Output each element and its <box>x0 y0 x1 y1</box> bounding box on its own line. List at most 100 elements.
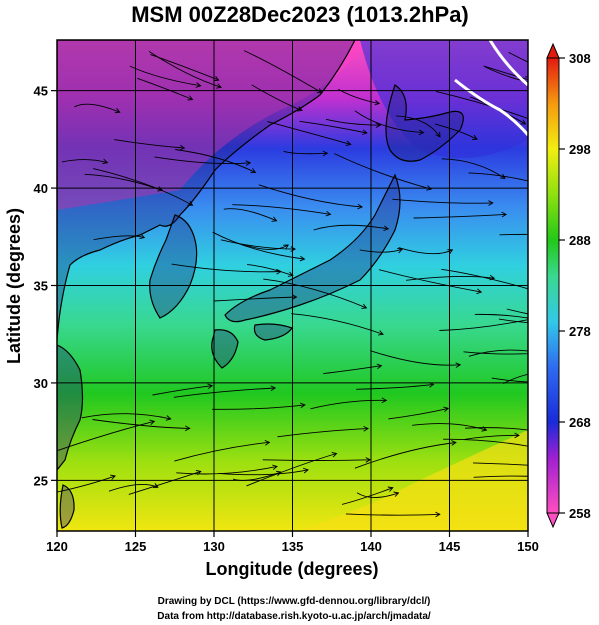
streamline <box>176 465 278 475</box>
streamline <box>354 110 424 134</box>
streamline <box>213 296 297 302</box>
streamline <box>406 276 495 281</box>
y-tick-label: 40 <box>34 181 48 196</box>
streamline <box>395 115 441 138</box>
streamline-arrowhead <box>383 225 390 232</box>
streamline <box>508 52 528 63</box>
streamline-arrowhead <box>378 330 384 336</box>
streamline-arrowhead <box>435 511 441 518</box>
streamline <box>218 469 309 476</box>
streamline <box>356 383 434 390</box>
streamline-arrowhead <box>578 467 583 472</box>
y-tick-label: 25 <box>34 473 48 488</box>
streamline-arrowhead <box>299 255 306 262</box>
land-korea <box>149 214 198 319</box>
credit-drawing: Drawing by DCL (https://www.gfd-dennou.o… <box>158 596 431 607</box>
streamline-arrowhead <box>435 131 441 138</box>
streamline-arrowhead <box>571 477 576 482</box>
y-axis-ticks: 25 30 35 40 45 <box>34 84 57 488</box>
land-kyushu <box>211 329 239 369</box>
x-tick-label: 150 <box>517 539 539 554</box>
land-taiwan <box>59 484 75 529</box>
y-tick-label: 45 <box>34 84 48 99</box>
streamline-arrowhead <box>587 89 592 93</box>
streamline-arrowhead <box>165 415 172 421</box>
x-axis-ticks: 120 125 130 135 140 145 150 <box>46 531 539 554</box>
streamline <box>267 121 351 145</box>
streamline <box>212 404 305 410</box>
streamline-arrowhead <box>381 397 388 404</box>
streamline <box>175 149 256 173</box>
streamline-arrowhead <box>451 440 457 446</box>
streamline-arrowhead <box>514 432 520 439</box>
streamline <box>463 351 528 355</box>
streamline-arrowhead <box>365 457 372 463</box>
streamline-arrowhead <box>481 426 488 432</box>
streamline <box>243 244 289 250</box>
streamline <box>498 318 528 324</box>
streamline-arrowhead <box>471 134 478 140</box>
streamline <box>223 208 277 222</box>
streamline-arrowhead <box>499 173 506 179</box>
streamline <box>506 308 528 315</box>
colorbar-gradient <box>546 57 560 514</box>
x-tick-label: 130 <box>203 539 225 554</box>
streamline <box>57 475 116 493</box>
x-tick-label: 135 <box>282 539 304 554</box>
streamline <box>473 475 528 478</box>
streamline <box>114 139 185 149</box>
streamline-arrowhead <box>376 363 383 370</box>
streamline-arrowhead <box>291 294 298 300</box>
streamline-arrowhead <box>375 122 382 128</box>
streamline <box>93 168 193 206</box>
streamline-arrowhead <box>179 144 186 151</box>
streamline-arrowhead <box>297 106 303 112</box>
streamline <box>93 235 145 241</box>
streamline <box>392 198 493 204</box>
streamline <box>483 65 528 81</box>
x-tick-label: 125 <box>125 539 147 554</box>
streamline-arrowhead <box>363 425 369 432</box>
streamline-arrowhead <box>374 100 381 106</box>
streamline-arrowhead <box>443 406 450 413</box>
streamline-arrowhead <box>331 452 338 458</box>
streamline-arrowhead <box>361 129 368 135</box>
streamline <box>174 441 270 462</box>
y-axis-label: Latitude (degrees) <box>4 208 24 364</box>
streamline-arrowhead <box>591 83 596 88</box>
streamline-arrowhead <box>531 349 536 354</box>
streamline-arrowhead <box>520 119 527 125</box>
streamline <box>243 50 323 94</box>
colorbar-bottom-arrow <box>546 512 560 529</box>
streamline <box>491 377 528 383</box>
streamline-arrowhead <box>531 445 536 450</box>
streamline-arrowhead <box>152 483 159 489</box>
streamline <box>173 387 276 398</box>
land-honshu <box>224 173 401 323</box>
streamline <box>354 442 456 469</box>
streamline <box>334 153 432 190</box>
streamline <box>291 313 384 335</box>
streamline-arrowhead <box>361 303 368 309</box>
land-shikoku <box>253 323 293 341</box>
streamline-arrowhead <box>213 76 220 82</box>
streamline-arrowhead <box>357 203 364 210</box>
streamline-arrowhead <box>501 211 508 218</box>
streamline <box>154 156 251 164</box>
streamline-arrowhead <box>271 216 278 222</box>
colorbar-top-arrow <box>546 42 560 59</box>
streamline <box>413 213 507 219</box>
streamline <box>345 513 440 516</box>
coastlines <box>57 40 464 529</box>
streamline-arrowhead <box>564 87 569 92</box>
streamline <box>246 453 337 487</box>
streamline <box>232 204 331 215</box>
streamline-arrowhead <box>149 419 156 426</box>
streamline-arrowhead <box>300 402 306 409</box>
streamline-arrowhead <box>216 83 222 89</box>
streamline-arrowhead <box>455 362 462 368</box>
streamline-arrowhead <box>102 158 109 165</box>
streamline <box>74 103 120 113</box>
y-tick-label: 35 <box>34 279 48 294</box>
streamline <box>356 492 399 498</box>
